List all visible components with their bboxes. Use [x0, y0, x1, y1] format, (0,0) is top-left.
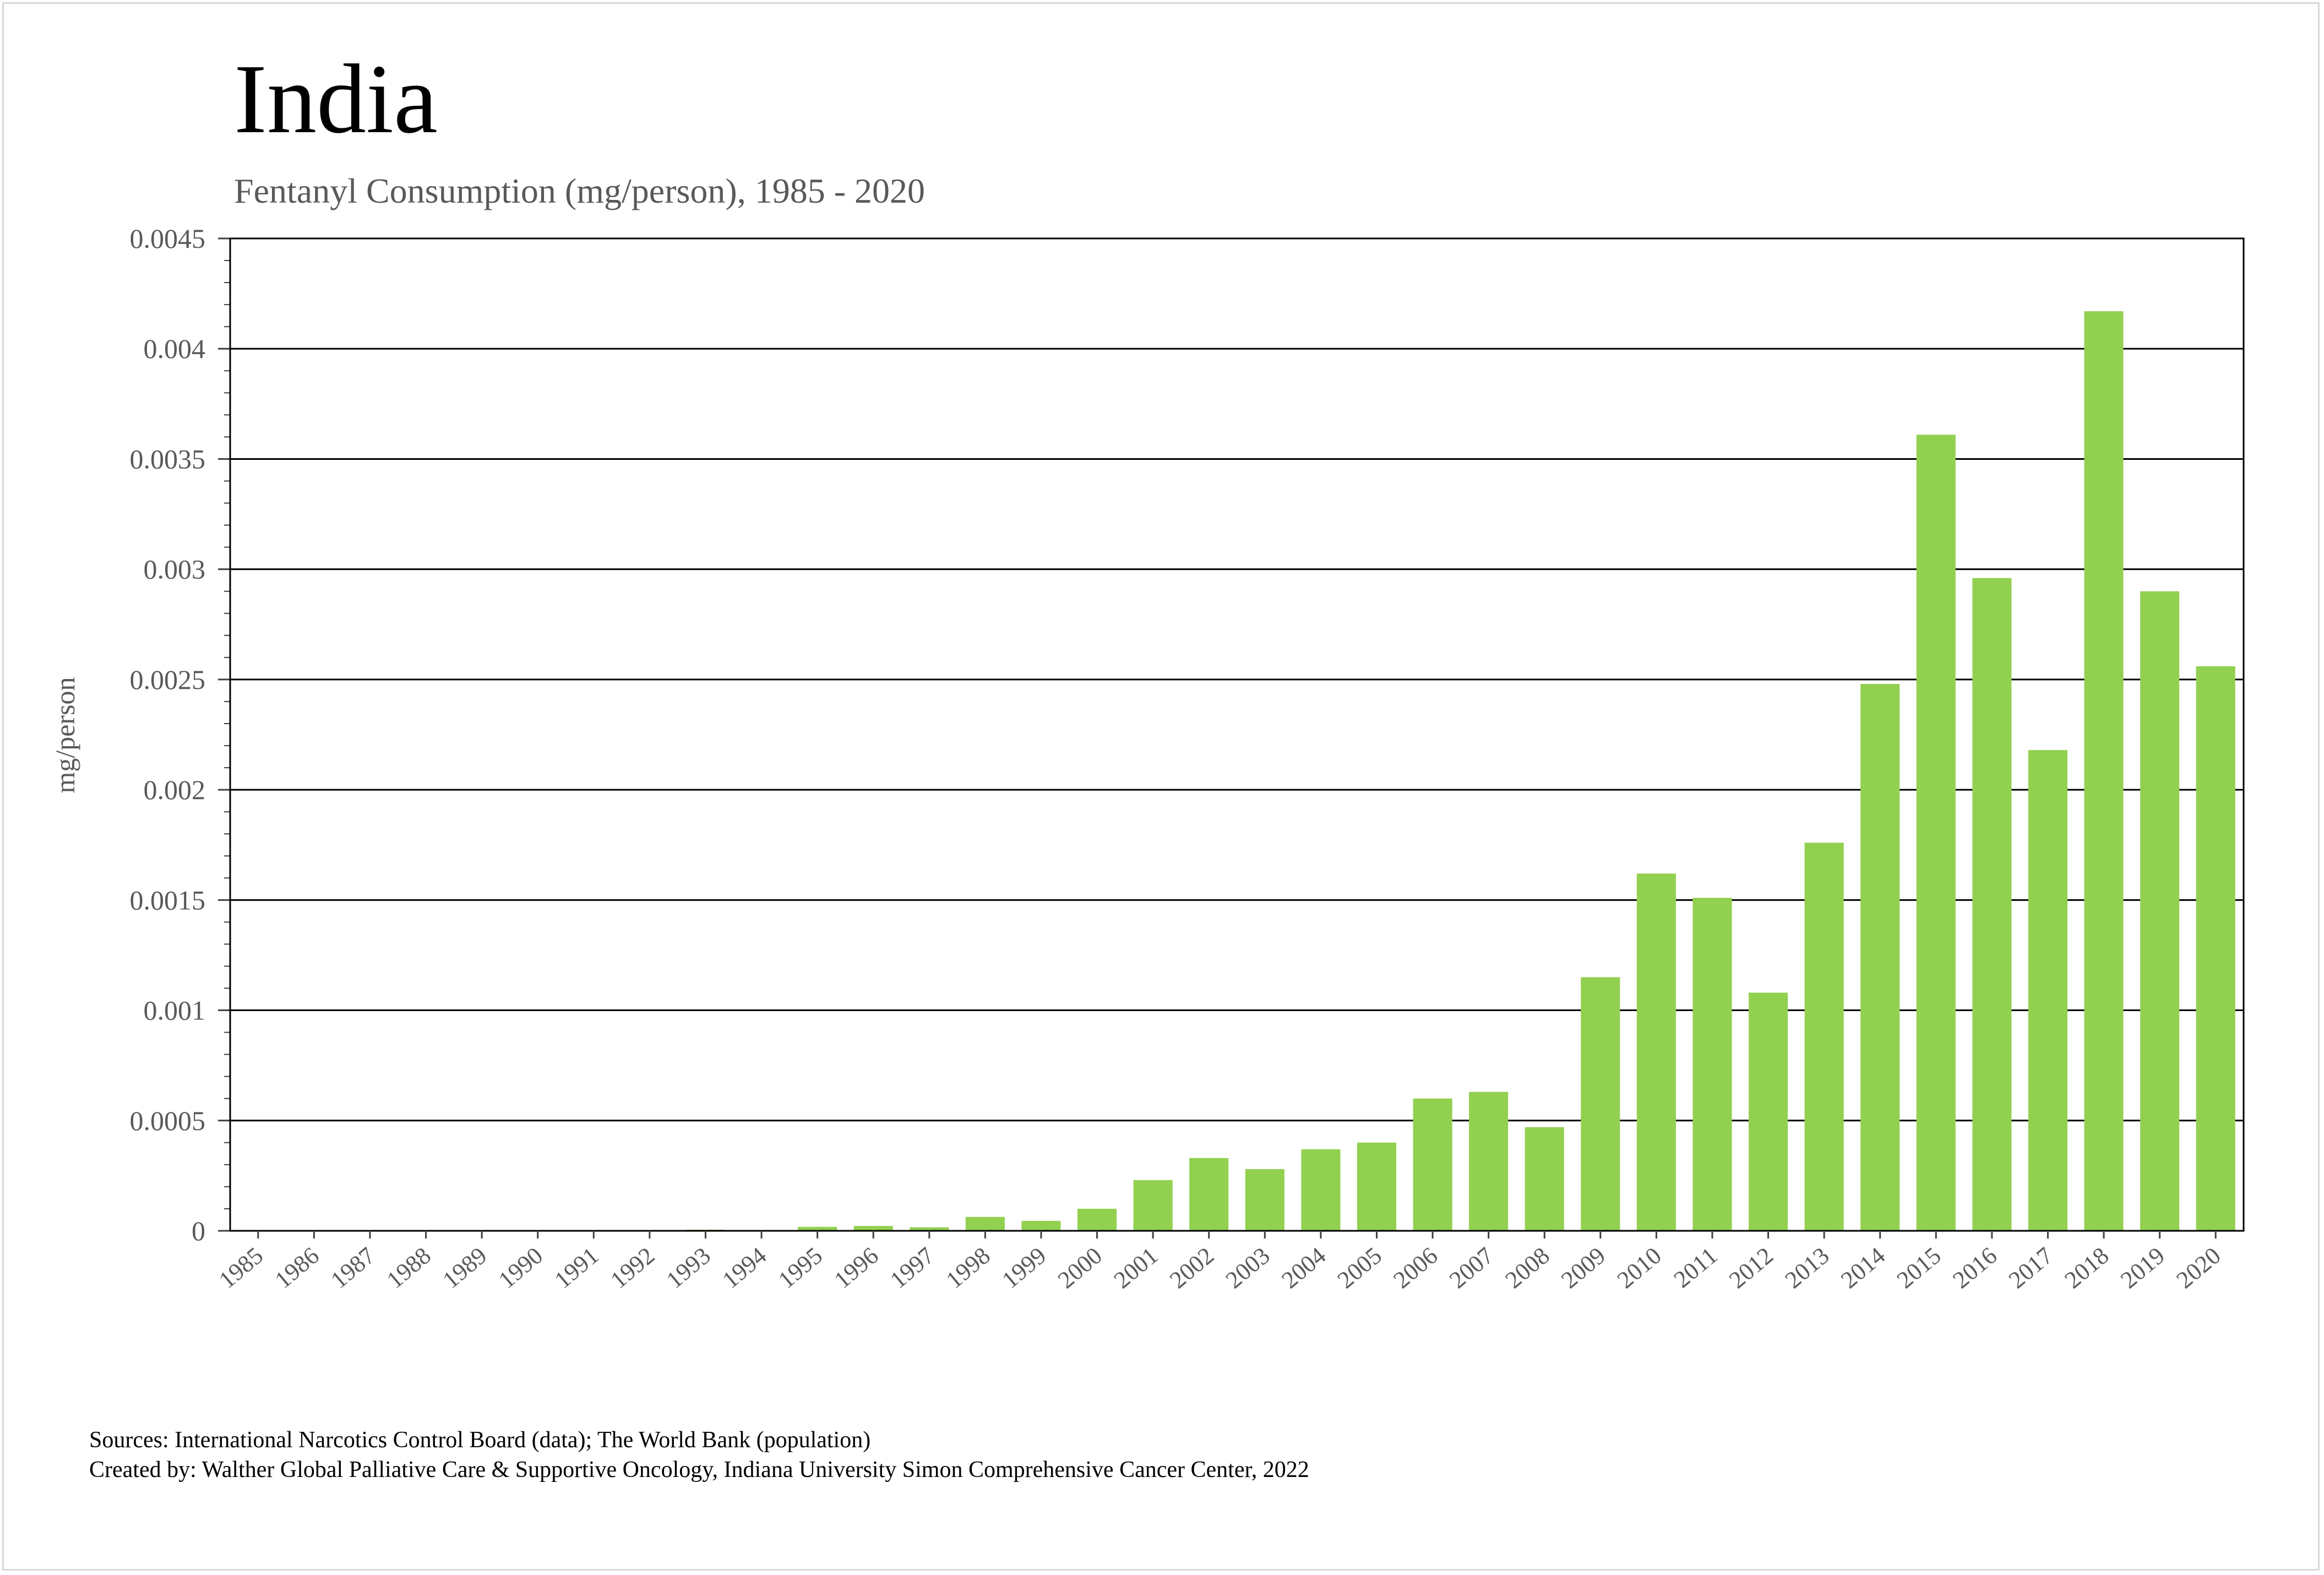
- chart-subtitle: Fentanyl Consumption (mg/person), 1985 -…: [234, 171, 926, 210]
- bar-2019: [2140, 591, 2180, 1231]
- gridlines: [230, 237, 2244, 1122]
- bar-1999: [1021, 1220, 1061, 1231]
- bar-2004: [1301, 1149, 1341, 1231]
- footer-created: Created by: Walther Global Palliative Ca…: [89, 1457, 1309, 1482]
- x-tick-label: 2010: [1612, 1242, 1667, 1294]
- bar-2000: [1077, 1208, 1117, 1231]
- x-tick-label: 2020: [2171, 1242, 2226, 1294]
- y-tick-label: 0: [192, 1215, 205, 1246]
- x-tick-label: 2015: [1892, 1242, 1946, 1294]
- bar-2010: [1636, 873, 1676, 1231]
- bar-1995: [798, 1226, 837, 1231]
- bar-2013: [1804, 843, 1844, 1231]
- x-tick-label: 1989: [438, 1242, 492, 1294]
- y-tick-labels: 0 0.0005 0.001 0.0015 0.002 0.0025 0.003 0.0035…: [130, 223, 206, 1246]
- x-tick-label: 1998: [941, 1242, 995, 1294]
- y-tick-label: 0.0045: [130, 223, 206, 254]
- x-tick-label: 1997: [885, 1242, 939, 1294]
- x-tick-label: 2006: [1389, 1242, 1443, 1294]
- x-tick-label: 2005: [1332, 1242, 1387, 1294]
- x-tick-label: 1999: [997, 1242, 1051, 1294]
- x-tick-label: 1994: [717, 1242, 772, 1294]
- y-tick-label: 0.001: [144, 995, 206, 1026]
- bar-2007: [1469, 1091, 1509, 1231]
- bar-1998: [965, 1216, 1005, 1231]
- y-tick-label: 0.004: [144, 333, 206, 364]
- x-tick-label: 2012: [1724, 1242, 1778, 1294]
- bar-2018: [2084, 311, 2124, 1231]
- bar-1996: [853, 1226, 893, 1231]
- x-tick-label: 2008: [1500, 1242, 1555, 1294]
- bar-2003: [1245, 1169, 1285, 1231]
- x-tick-label: 1995: [773, 1242, 828, 1294]
- bar-2012: [1748, 992, 1788, 1231]
- x-tick-label: 2000: [1053, 1242, 1107, 1294]
- x-tick-label: 2011: [1669, 1242, 1723, 1293]
- bar-2011: [1692, 898, 1732, 1231]
- y-tick-label: 0.002: [144, 774, 206, 805]
- y-tick-label: 0.003: [144, 554, 206, 585]
- bar-2002: [1189, 1158, 1229, 1231]
- x-tick-label: 2018: [2060, 1242, 2114, 1294]
- x-tick-label: 1996: [829, 1242, 884, 1294]
- bar-2016: [1972, 578, 2012, 1231]
- x-tick-label: 1993: [661, 1242, 716, 1294]
- x-tick-label: 2004: [1276, 1242, 1331, 1294]
- bars: [685, 311, 2235, 1231]
- x-tick-label: 2003: [1221, 1242, 1275, 1294]
- bar-1997: [910, 1227, 949, 1231]
- x-tick-label: 1990: [493, 1242, 548, 1294]
- x-tick-label: 1991: [549, 1242, 604, 1294]
- x-tick-label: 2016: [1947, 1242, 2002, 1294]
- x-tick-label: 1986: [270, 1242, 324, 1294]
- bar-2017: [2028, 750, 2068, 1231]
- y-tick-label: 0.0035: [130, 443, 206, 474]
- y-tick-label: 0.0015: [130, 884, 206, 915]
- bar-2005: [1357, 1142, 1397, 1231]
- bar-2014: [1860, 683, 1900, 1231]
- x-tick-label: 2001: [1109, 1242, 1163, 1294]
- x-tick-labels: 1985 1986 1987 1988 1989 1990 1991 1992 1993 1994…: [214, 1242, 2225, 1294]
- axes: [218, 237, 2245, 1239]
- x-tick-label: 1985: [214, 1242, 268, 1294]
- x-tick-label: 2019: [2115, 1242, 2170, 1294]
- y-tick-label: 0.0025: [130, 664, 206, 695]
- y-tick-label: 0.0005: [130, 1105, 206, 1136]
- x-tick-label: 2002: [1164, 1242, 1219, 1294]
- bar-2001: [1133, 1180, 1173, 1231]
- x-tick-label: 2017: [2004, 1242, 2058, 1294]
- bar-2008: [1525, 1127, 1564, 1231]
- bar-2015: [1916, 435, 1956, 1231]
- bar-2006: [1413, 1098, 1452, 1231]
- x-tick-label: 1987: [325, 1242, 380, 1294]
- chart-title: India: [234, 44, 438, 154]
- x-tick-label: 2014: [1836, 1242, 1890, 1294]
- footer-sources: Sources: International Narcotics Control…: [89, 1427, 871, 1453]
- y-axis-label: mg/person: [50, 677, 80, 793]
- x-tick-label: 1988: [382, 1242, 436, 1294]
- x-tick-label: 2013: [1780, 1242, 1835, 1294]
- x-tick-label: 2007: [1444, 1242, 1499, 1294]
- x-tick-label: 1992: [605, 1242, 660, 1294]
- bar-2009: [1581, 977, 1620, 1231]
- bar-2020: [2196, 666, 2235, 1231]
- plot-border: [229, 237, 2245, 1232]
- x-tick-label: 2009: [1556, 1242, 1610, 1294]
